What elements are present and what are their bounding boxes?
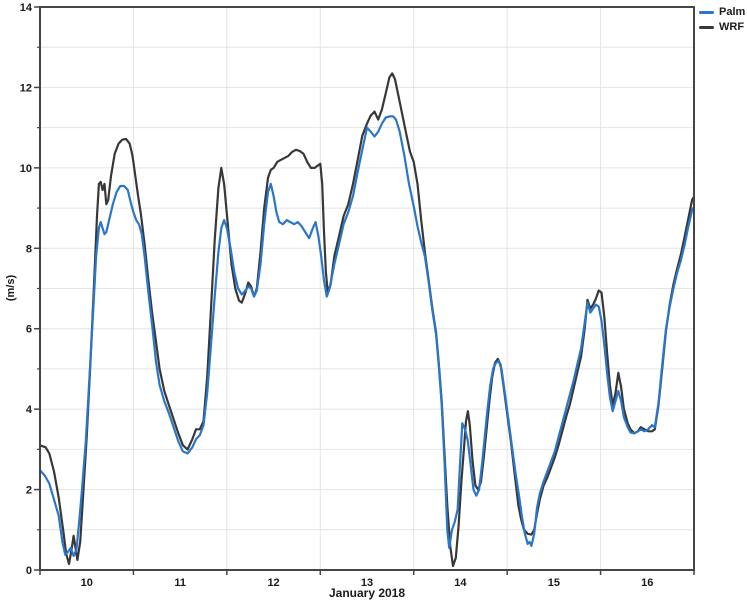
y-tick-label: 4	[26, 404, 33, 416]
series-line-wrf	[38, 72, 695, 568]
y-tick-label: 12	[20, 82, 32, 94]
data-series	[38, 72, 695, 568]
series-line-palm	[38, 115, 695, 558]
y-axis-title: (m/s)	[5, 275, 17, 302]
legend: Palm WRF	[699, 6, 745, 33]
x-tick-label: 15	[548, 577, 560, 589]
y-tick-label: 6	[26, 324, 32, 336]
x-tick-label: 12	[267, 577, 279, 589]
x-axis-tick-labels: 10 11 12 13 14 15 16	[81, 577, 654, 589]
palm-line-swatch-icon	[699, 10, 714, 14]
x-tick-label: 13	[361, 577, 373, 589]
x-axis-title: January 2018	[329, 586, 405, 600]
x-tick-label: 14	[454, 577, 467, 589]
legend-item-wrf: WRF	[699, 21, 745, 33]
y-axis-tick-labels: 0 2 4 6 8 10 12 14	[20, 2, 33, 577]
y-tick-label: 10	[20, 163, 32, 175]
x-tick-label: 10	[81, 577, 93, 589]
legend-label-wrf: WRF	[719, 21, 745, 33]
axis-ticks	[34, 6, 695, 575]
legend-item-palm: Palm	[699, 6, 745, 18]
legend-label-palm: Palm	[719, 6, 746, 18]
y-tick-label: 8	[26, 243, 32, 255]
y-tick-label: 14	[20, 2, 33, 14]
wrf-line-swatch-icon	[699, 25, 714, 29]
x-tick-label: 11	[174, 577, 186, 589]
y-tick-label: 2	[26, 485, 32, 497]
x-tick-label: 16	[641, 577, 653, 589]
gridlines	[40, 7, 694, 570]
y-tick-label: 0	[26, 565, 32, 577]
